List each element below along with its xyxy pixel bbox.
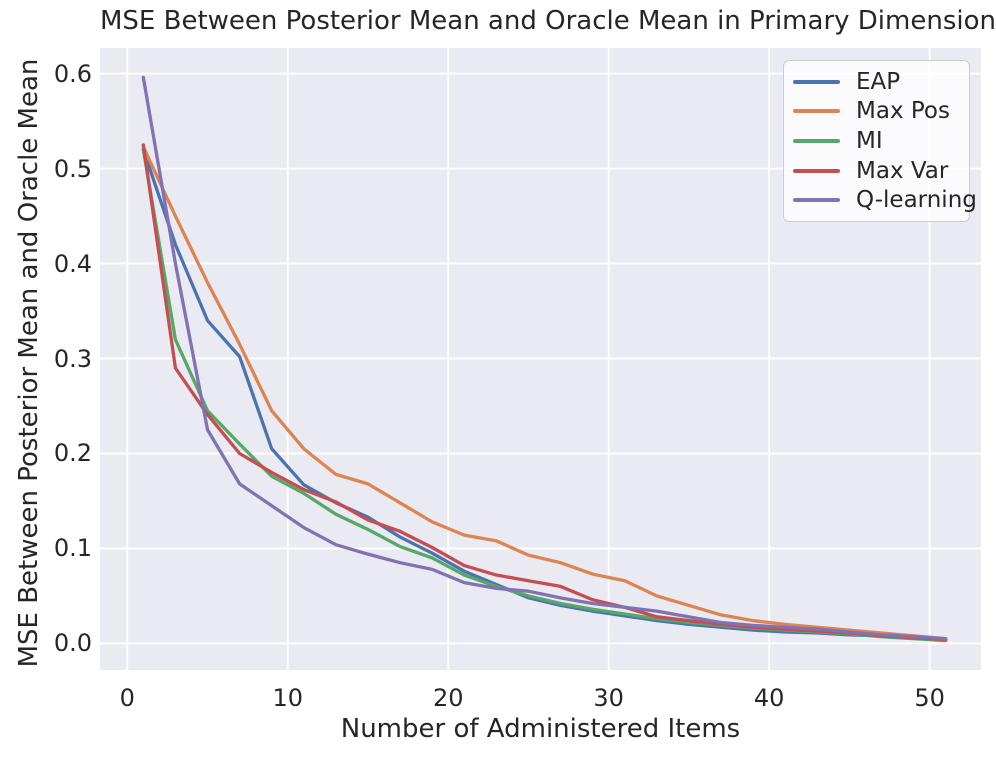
- legend-line-icon: [793, 79, 840, 84]
- chart-title: MSE Between Posterior Mean and Oracle Me…: [100, 6, 996, 36]
- y-tick-0.0: 0.0: [53, 629, 92, 658]
- legend-item-mi: MI: [793, 128, 959, 154]
- x-tick-10: 10: [272, 684, 304, 712]
- legend-label: EAP: [856, 68, 901, 95]
- x-tick-40: 40: [753, 684, 785, 712]
- legend-item-eap: EAP: [793, 69, 959, 95]
- legend-item-max-var: Max Var: [793, 158, 959, 184]
- legend-label: MI: [856, 127, 883, 154]
- x-tick-0: 0: [119, 684, 135, 712]
- series-line-max-var: [141, 143, 948, 642]
- legend-line-icon: [793, 109, 840, 114]
- legend-label: Max Var: [856, 157, 949, 184]
- y-tick-0.6: 0.6: [53, 59, 92, 88]
- x-tick-30: 30: [593, 684, 624, 712]
- x-tick-50: 50: [914, 684, 945, 712]
- y-tick-0.4: 0.4: [53, 249, 92, 278]
- x-axis-label: Number of Administered Items: [340, 714, 741, 744]
- series-line-max-pos: [141, 145, 948, 641]
- y-tick-0.2: 0.2: [53, 439, 92, 468]
- legend-item-q-learning: Q-learning: [793, 187, 977, 213]
- legend-item-max-pos: Max Pos: [793, 98, 959, 124]
- legend-line-icon: [793, 138, 840, 143]
- y-tick-0.3: 0.3: [53, 344, 92, 373]
- y-tick-0.1: 0.1: [53, 534, 92, 563]
- legend: EAP Max Pos MI Max Var Q-learning: [783, 60, 977, 222]
- legend-label: Q-learning: [856, 187, 977, 214]
- y-tick-0.5: 0.5: [53, 154, 92, 183]
- legend-line-icon: [793, 198, 840, 203]
- legend-line-icon: [793, 168, 840, 173]
- x-tick-20: 20: [432, 684, 464, 712]
- legend-label: Max Pos: [856, 98, 950, 125]
- series-line-q-learning: [141, 75, 948, 641]
